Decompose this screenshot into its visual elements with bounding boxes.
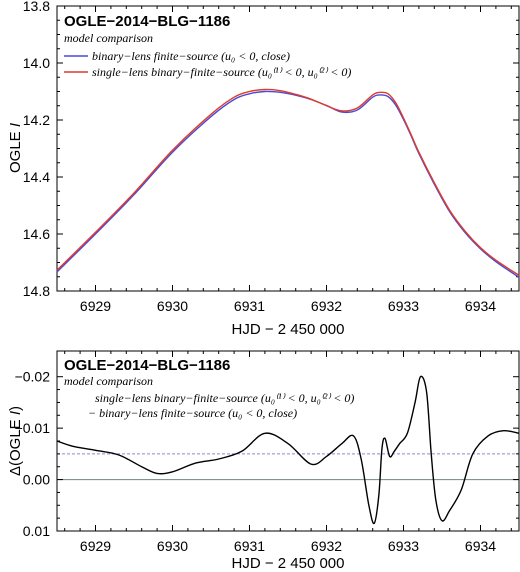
bottom-series-layer xyxy=(56,375,520,525)
bottom-reference-lines xyxy=(57,453,519,481)
y-tick-label: 0.01 xyxy=(23,523,50,539)
x-tick-label: 6932 xyxy=(311,298,342,314)
y-tick-label: −0.01 xyxy=(15,420,51,436)
y-tick-label: 14.0 xyxy=(23,55,50,71)
bottom-axis-ticks xyxy=(57,351,519,532)
x-tick-label: 6931 xyxy=(234,538,265,554)
top-panel: 6929 6930 6931 6932 6933 6934 13.8 14.0 14.2 14.… xyxy=(7,0,520,338)
series-line-diff xyxy=(56,375,520,525)
bottom-legend: single−lens binary−finite−source (u₀⁽¹⁾ … xyxy=(88,391,354,420)
x-tick-label: 6932 xyxy=(311,538,342,554)
top-x-axis-title: HJD − 2 450 000 xyxy=(232,321,345,338)
series-line-single xyxy=(56,88,520,276)
top-y-axis-title: OGLE I xyxy=(7,123,24,173)
x-tick-label: 6929 xyxy=(80,538,111,554)
bottom-panel-title: OGLE−2014−BLG−1186 xyxy=(64,357,230,374)
x-tick-label: 6934 xyxy=(465,298,496,314)
x-tick-label: 6933 xyxy=(388,538,419,554)
top-y-axis-title-var: I xyxy=(7,123,24,127)
bottom-y-axis-title-suffix: ) xyxy=(7,406,24,411)
bottom-y-axis-title-prefix: Δ(OGLE xyxy=(7,415,24,476)
x-tick-label: 6931 xyxy=(234,298,265,314)
legend-label-binary: binary−lens finite−source (u₀ < 0, close… xyxy=(92,49,290,63)
top-panel-title: OGLE−2014−BLG−1186 xyxy=(64,13,230,30)
bottom-panel-subtitle: model comparison xyxy=(64,374,153,388)
x-tick-label: 6929 xyxy=(80,298,111,314)
x-tick-label: 6930 xyxy=(157,298,188,314)
legend-label-single-minus: single−lens binary−finite−source (u₀⁽¹⁾ … xyxy=(95,391,354,405)
y-tick-label: −0.02 xyxy=(15,369,51,385)
bottom-y-tick-labels: −0.02 −0.01 0.00 0.01 xyxy=(15,369,51,539)
bottom-x-axis-title: HJD − 2 450 000 xyxy=(232,555,345,572)
y-tick-label: 14.4 xyxy=(23,169,50,185)
x-tick-label: 6934 xyxy=(465,538,496,554)
y-tick-label: 14.2 xyxy=(23,112,50,128)
y-tick-label: 14.8 xyxy=(23,283,50,299)
bottom-panel: 6929 6930 6931 6932 6933 6934 −0.02 −0.01 0.00 0… xyxy=(7,350,520,572)
top-legend: binary−lens finite−source (u₀ < 0, close… xyxy=(64,49,351,79)
legend-label-single: single−lens binary−finite−source (u₀⁽¹⁾ … xyxy=(92,65,351,79)
x-tick-label: 6930 xyxy=(157,538,188,554)
bottom-y-axis-title-var: I xyxy=(7,411,24,415)
series-line-binary xyxy=(56,90,520,278)
top-axis-ticks xyxy=(57,5,519,292)
y-tick-label: 0.00 xyxy=(23,472,50,488)
bottom-x-tick-labels: 6929 6930 6931 6932 6933 6934 xyxy=(80,538,496,554)
top-y-tick-labels: 13.8 14.0 14.2 14.4 14.6 14.8 xyxy=(23,0,50,299)
top-panel-subtitle: model comparison xyxy=(64,31,153,45)
x-tick-label: 6933 xyxy=(388,298,419,314)
top-y-axis-title-prefix: OGLE xyxy=(7,127,24,173)
bottom-y-axis-title: Δ(OGLE I) xyxy=(7,406,24,476)
y-tick-label: 13.8 xyxy=(23,0,50,14)
top-x-tick-labels: 6929 6930 6931 6932 6933 6934 xyxy=(80,298,496,314)
legend-label-binary-minus: − binary−lens finite−source (u₀ < 0, clo… xyxy=(88,406,297,420)
top-series-layer xyxy=(56,88,520,278)
y-tick-label: 14.6 xyxy=(23,226,50,242)
